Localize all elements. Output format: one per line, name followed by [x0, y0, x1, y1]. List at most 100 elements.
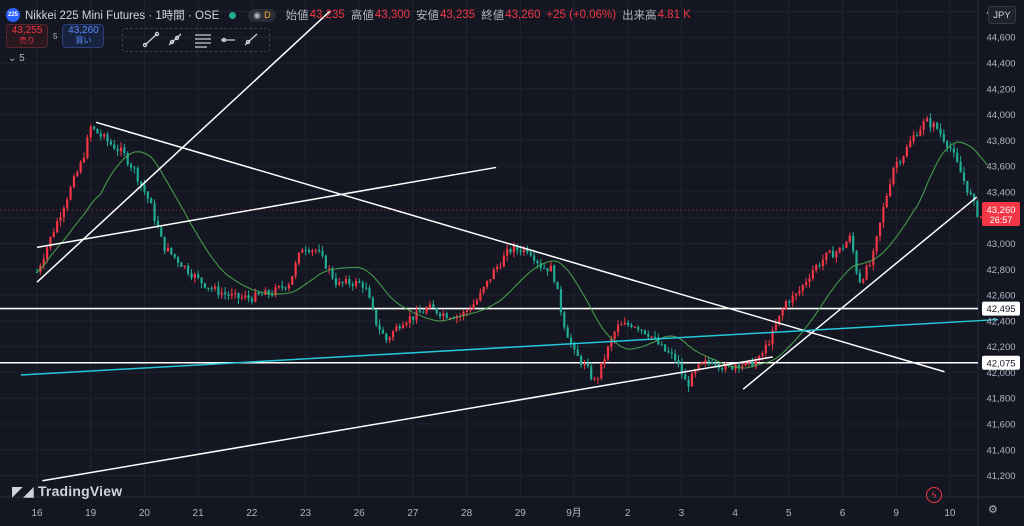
- candle-body: [751, 360, 754, 367]
- currency-selector[interactable]: JPY: [988, 6, 1016, 24]
- candle-body: [962, 172, 966, 181]
- time-tick-label: 23: [300, 508, 312, 519]
- candle-body: [257, 292, 260, 295]
- candle-body: [170, 247, 173, 254]
- candle-body: [96, 128, 99, 134]
- candle-body: [348, 278, 351, 285]
- eye-toggle[interactable]: ◉ D: [248, 8, 276, 22]
- candle-body: [979, 216, 982, 218]
- horizontal-levels[interactable]: [0, 307, 978, 364]
- candle-body: [227, 294, 230, 296]
- candle-body: [885, 196, 888, 208]
- candle-body: [113, 144, 116, 149]
- tradingview-logo[interactable]: ◤◢ TradingView: [12, 483, 122, 500]
- horizontal-line-icon[interactable]: [221, 37, 235, 43]
- time-tick-label: 16: [31, 508, 43, 519]
- candle-body: [472, 304, 475, 310]
- candle-body: [650, 336, 653, 338]
- candle-body: [667, 351, 670, 353]
- candle-body: [213, 286, 217, 289]
- candle-body: [223, 292, 227, 295]
- candle-body: [401, 324, 405, 329]
- candle-body: [378, 324, 381, 330]
- candle-body: [818, 265, 821, 267]
- candle-body: [395, 326, 398, 332]
- candle-body: [969, 192, 972, 195]
- candle-body: [365, 287, 368, 289]
- candle-body: [680, 363, 683, 375]
- pencil-icon[interactable]: [244, 33, 258, 46]
- candle-body: [630, 324, 633, 327]
- time-tick-label: 29: [515, 508, 527, 519]
- candle-body: [670, 352, 673, 354]
- candle-body: [331, 268, 334, 279]
- candle-body: [412, 316, 415, 320]
- time-tick-label: 9: [893, 508, 899, 519]
- candle-body: [704, 360, 707, 363]
- sell-button[interactable]: 43,255 売り: [6, 24, 48, 48]
- trend-line[interactable]: [742, 196, 978, 390]
- candle-body: [761, 353, 764, 356]
- candle-body: [244, 295, 247, 298]
- candle-body: [324, 255, 327, 269]
- candle-body: [633, 326, 636, 328]
- candle-body: [284, 287, 287, 289]
- candle-body: [764, 344, 767, 354]
- ray-icon[interactable]: [168, 33, 182, 46]
- candle-body: [546, 268, 549, 272]
- gear-icon[interactable]: ⚙: [988, 504, 998, 516]
- candle-body: [647, 333, 650, 337]
- symbol-badge[interactable]: 225: [6, 8, 20, 22]
- trend-line-icon[interactable]: [142, 31, 160, 48]
- candle-body: [183, 265, 186, 267]
- time-tick-label: 21: [193, 508, 205, 519]
- candle-body: [791, 295, 794, 303]
- price-tick-label: 42,200: [986, 342, 1015, 353]
- candle-body: [774, 324, 777, 331]
- candle-body: [72, 176, 76, 188]
- candle-body: [166, 247, 170, 252]
- high-label: 高値: [350, 10, 374, 22]
- candle-body: [606, 346, 610, 360]
- eye-icon: ◉: [253, 9, 262, 20]
- flash-icon[interactable]: ϟ: [926, 487, 942, 503]
- level-price-tag: [982, 355, 1020, 370]
- candle-body: [684, 374, 687, 380]
- candle-body: [301, 249, 304, 253]
- candle-body: [361, 282, 364, 288]
- candle-body: [677, 360, 680, 364]
- candle-body: [371, 298, 374, 310]
- candle-body: [653, 336, 657, 338]
- candle-body: [506, 248, 509, 256]
- volume-label: 出来高: [622, 10, 657, 22]
- trend-line[interactable]: [36, 166, 497, 249]
- time-axis[interactable]: 16 19 20 21 22 23 26 27 28 29 9月 2 3 4 5 6 9 10: [31, 507, 955, 519]
- chart-title[interactable]: Nikkei 225 Mini Futures · 1時間 · OSE: [25, 10, 220, 22]
- candle-body: [808, 278, 811, 283]
- price-tick-label: 41,200: [986, 471, 1015, 482]
- candle-body: [697, 364, 700, 371]
- candle-body: [731, 366, 734, 370]
- open-value: 43,235: [309, 9, 345, 21]
- price-axis[interactable]: 41,200 41,400 41,600 41,800 42,000 42,200 42,4…: [986, 7, 1015, 482]
- candle-body: [620, 324, 623, 326]
- low-label: 安値: [416, 10, 440, 22]
- parallel-channel-icon[interactable]: [195, 34, 211, 48]
- candle-body: [566, 327, 569, 338]
- trend-line[interactable]: [36, 10, 331, 283]
- moving-average: [36, 141, 988, 369]
- close-value: 43,260: [505, 9, 541, 21]
- candle-body: [932, 122, 935, 128]
- last-price-tag: [982, 201, 1020, 226]
- trend-lines[interactable]: [20, 10, 999, 482]
- candle-body: [707, 360, 710, 363]
- buy-button[interactable]: 43,260 買い: [62, 24, 105, 48]
- candle-body: [596, 378, 599, 380]
- trend-line[interactable]: [42, 356, 773, 482]
- level-price-label: 42,075: [986, 358, 1015, 369]
- indicator-toggle[interactable]: ⌄ 5: [8, 53, 25, 64]
- teal-trend-line[interactable]: [20, 318, 999, 376]
- candle-body: [858, 272, 861, 283]
- candle-body: [291, 276, 294, 285]
